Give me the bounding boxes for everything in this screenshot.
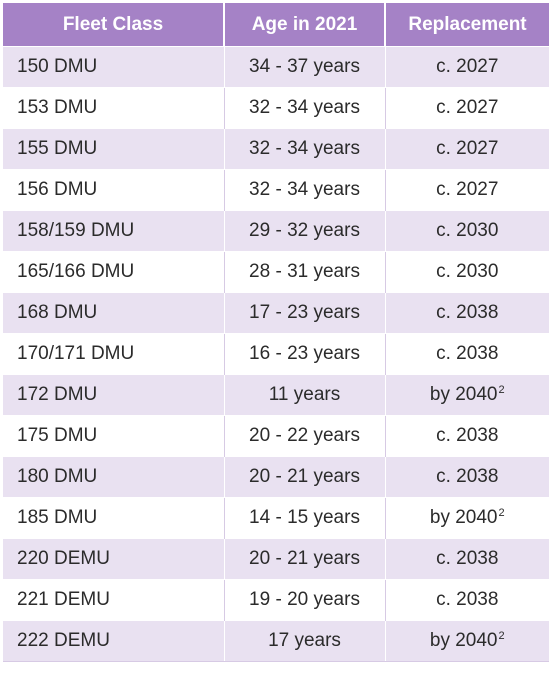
- replacement-cell: c. 2027: [385, 87, 549, 129]
- replacement-text: c. 2027: [436, 138, 499, 159]
- replacement-text: by 2040: [429, 507, 498, 528]
- fleet-class-cell: 156 DMU: [3, 169, 225, 211]
- table-row: 180 DMU 20 - 21 years c. 2038: [3, 456, 549, 498]
- table-row: 175 DMU 20 - 22 years c. 2038: [3, 415, 549, 457]
- fleet-class-cell: 158/159 DMU: [3, 210, 225, 252]
- replacement-cell: by 20402: [385, 620, 549, 662]
- age-cell: 14 - 15 years: [224, 497, 386, 539]
- table-body: 150 DMU 34 - 37 years c. 2027 153 DMU 32 - 3…: [3, 46, 549, 662]
- replacement-cell: c. 2027: [385, 46, 549, 88]
- age-cell: 17 years: [224, 620, 386, 662]
- replacement-cell: c. 2038: [385, 456, 549, 498]
- table-header: Fleet Class Age in 2021 Replacement: [3, 3, 549, 47]
- fleet-table: Fleet Class Age in 2021 Replacement 150 …: [3, 3, 549, 662]
- age-cell: 17 - 23 years: [224, 292, 386, 334]
- replacement-text: c. 2038: [436, 548, 499, 569]
- age-cell: 20 - 21 years: [224, 456, 386, 498]
- replacement-text: c. 2038: [436, 302, 499, 323]
- footnote-marker: 2: [498, 507, 505, 519]
- age-cell: 16 - 23 years: [224, 333, 386, 375]
- replacement-cell: by 20402: [385, 374, 549, 416]
- replacement-cell: c. 2038: [385, 292, 549, 334]
- header-age: Age in 2021: [224, 3, 386, 47]
- age-cell: 32 - 34 years: [224, 128, 386, 170]
- footnote-marker: 2: [498, 384, 505, 396]
- table-row: 150 DMU 34 - 37 years c. 2027: [3, 46, 549, 88]
- table-row: 185 DMU 14 - 15 years by 20402: [3, 497, 549, 539]
- replacement-cell: c. 2038: [385, 415, 549, 457]
- table-row: 156 DMU 32 - 34 years c. 2027: [3, 169, 549, 211]
- replacement-text: c. 2038: [436, 343, 499, 364]
- fleet-class-cell: 165/166 DMU: [3, 251, 225, 293]
- replacement-text: c. 2038: [436, 589, 499, 610]
- replacement-cell: by 20402: [385, 497, 549, 539]
- table-row: 155 DMU 32 - 34 years c. 2027: [3, 128, 549, 170]
- replacement-cell: c. 2038: [385, 538, 549, 580]
- replacement-text: c. 2030: [436, 220, 499, 241]
- replacement-cell: c. 2030: [385, 251, 549, 293]
- header-fleet-class: Fleet Class: [3, 3, 225, 47]
- fleet-class-cell: 153 DMU: [3, 87, 225, 129]
- fleet-class-cell: 168 DMU: [3, 292, 225, 334]
- age-cell: 32 - 34 years: [224, 169, 386, 211]
- age-cell: 32 - 34 years: [224, 87, 386, 129]
- fleet-class-cell: 220 DEMU: [3, 538, 225, 580]
- age-cell: 11 years: [224, 374, 386, 416]
- replacement-cell: c. 2027: [385, 128, 549, 170]
- replacement-cell: c. 2027: [385, 169, 549, 211]
- table-row: 221 DEMU 19 - 20 years c. 2038: [3, 579, 549, 621]
- replacement-text: by 2040: [429, 630, 498, 651]
- replacement-cell: c. 2030: [385, 210, 549, 252]
- fleet-class-cell: 170/171 DMU: [3, 333, 225, 375]
- replacement-text: c. 2038: [436, 425, 499, 446]
- table-row: 168 DMU 17 - 23 years c. 2038: [3, 292, 549, 334]
- fleet-class-cell: 222 DEMU: [3, 620, 225, 662]
- replacement-text: c. 2027: [436, 56, 499, 77]
- replacement-cell: c. 2038: [385, 333, 549, 375]
- replacement-text: c. 2030: [436, 261, 499, 282]
- header-replacement: Replacement: [385, 3, 549, 47]
- fleet-class-cell: 150 DMU: [3, 46, 225, 88]
- table-row: 165/166 DMU 28 - 31 years c. 2030: [3, 251, 549, 293]
- fleet-class-cell: 180 DMU: [3, 456, 225, 498]
- replacement-text: c. 2038: [436, 466, 499, 487]
- footnote-marker: 2: [498, 630, 505, 642]
- replacement-text: by 2040: [429, 384, 498, 405]
- table-row: 170/171 DMU 16 - 23 years c. 2038: [3, 333, 549, 375]
- fleet-class-cell: 185 DMU: [3, 497, 225, 539]
- age-cell: 34 - 37 years: [224, 46, 386, 88]
- fleet-class-cell: 221 DEMU: [3, 579, 225, 621]
- table-row: 222 DEMU 17 years by 20402: [3, 620, 549, 662]
- table-row: 220 DEMU 20 - 21 years c. 2038: [3, 538, 549, 580]
- age-cell: 20 - 22 years: [224, 415, 386, 457]
- age-cell: 20 - 21 years: [224, 538, 386, 580]
- fleet-class-cell: 172 DMU: [3, 374, 225, 416]
- age-cell: 29 - 32 years: [224, 210, 386, 252]
- age-cell: 19 - 20 years: [224, 579, 386, 621]
- fleet-class-cell: 155 DMU: [3, 128, 225, 170]
- header-row: Fleet Class Age in 2021 Replacement: [3, 3, 549, 47]
- fleet-class-cell: 175 DMU: [3, 415, 225, 457]
- table-row: 158/159 DMU 29 - 32 years c. 2030: [3, 210, 549, 252]
- replacement-text: c. 2027: [436, 179, 499, 200]
- table-row: 153 DMU 32 - 34 years c. 2027: [3, 87, 549, 129]
- replacement-text: c. 2027: [436, 97, 499, 118]
- replacement-cell: c. 2038: [385, 579, 549, 621]
- table-row: 172 DMU 11 years by 20402: [3, 374, 549, 416]
- age-cell: 28 - 31 years: [224, 251, 386, 293]
